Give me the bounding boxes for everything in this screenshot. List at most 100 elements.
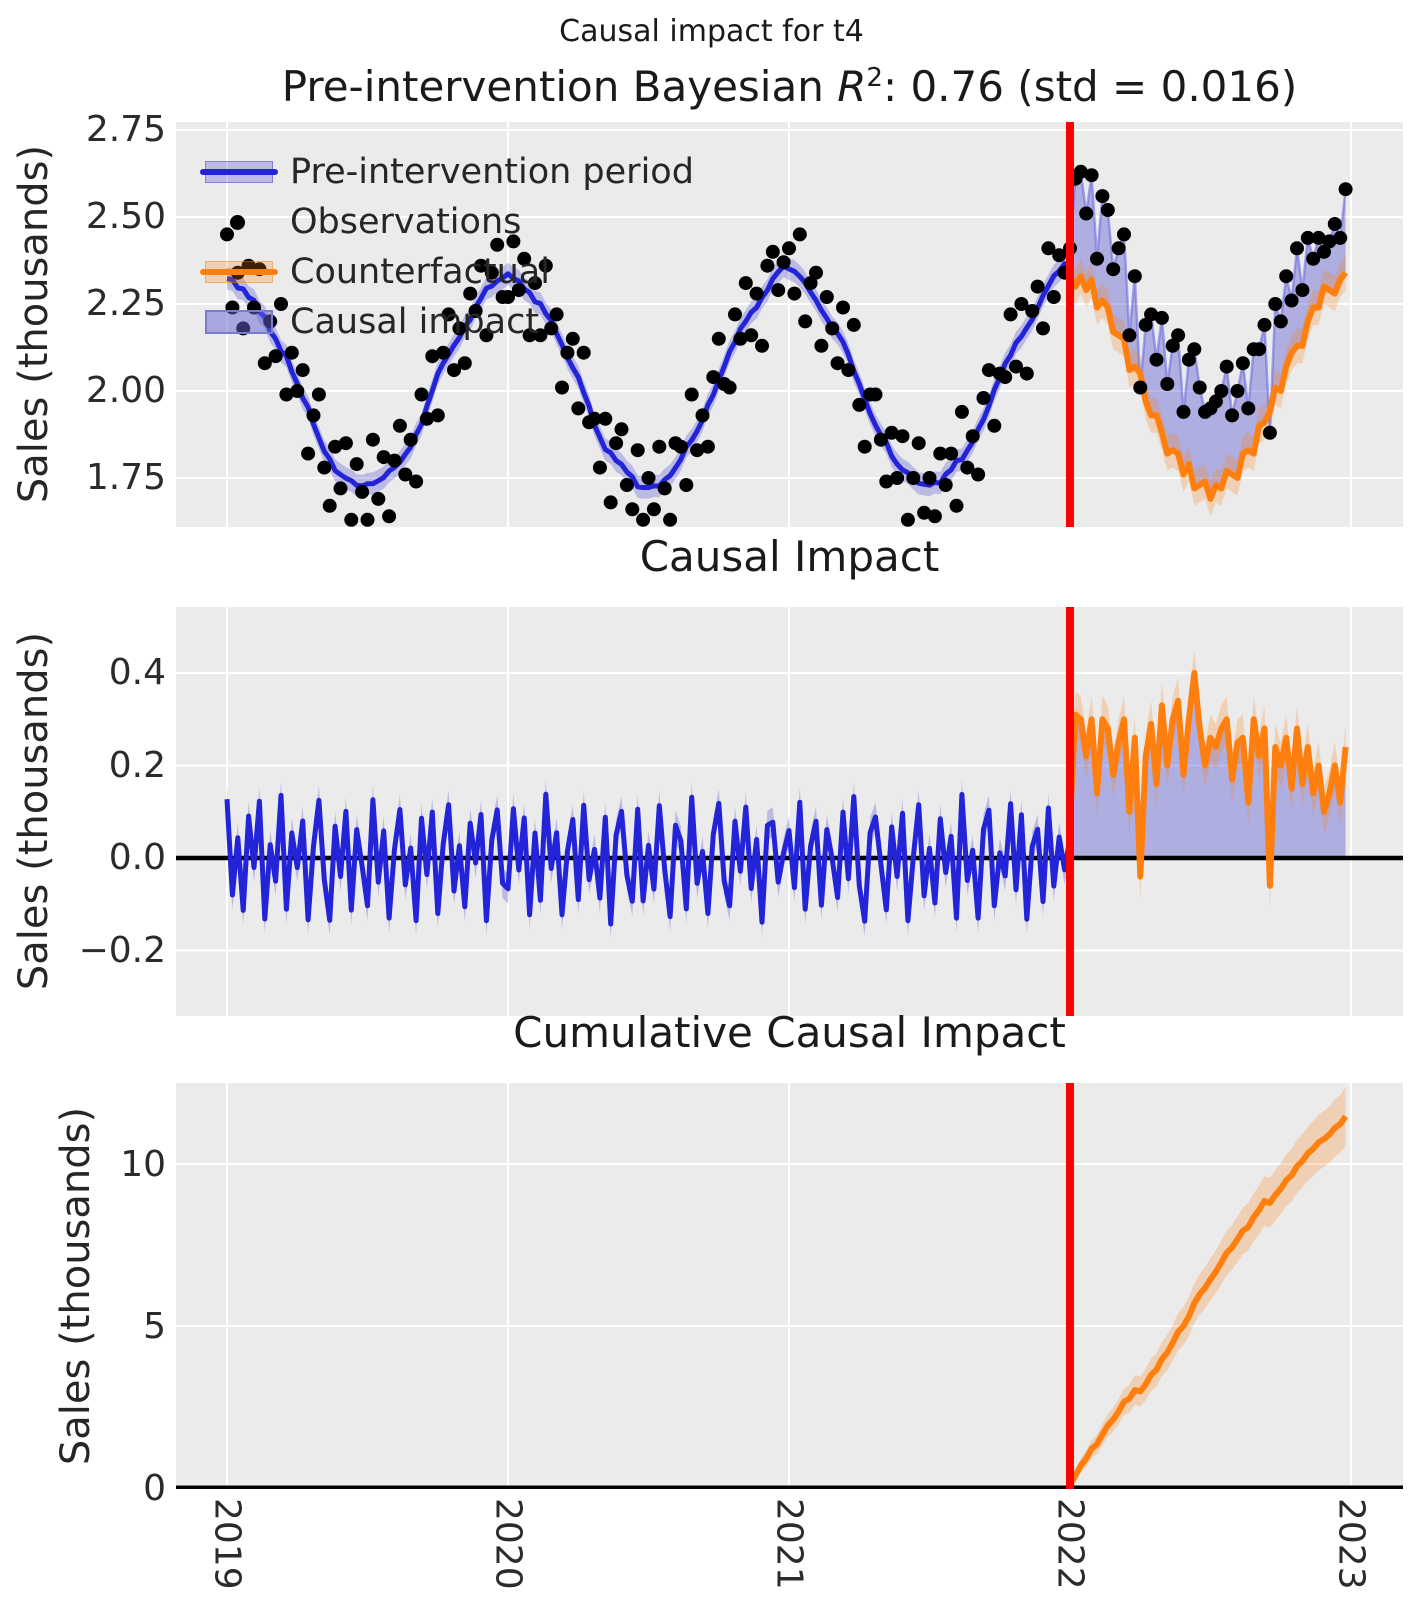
observation-dot — [663, 512, 678, 527]
observation-dot — [571, 401, 586, 416]
model-ylabel: Sales (thousands) — [11, 144, 57, 504]
observation-dot — [700, 439, 715, 454]
observation-dot — [274, 297, 288, 311]
r-squared-symbol: R — [837, 62, 867, 111]
observation-dot — [879, 474, 894, 489]
observation-dot — [728, 307, 742, 322]
ytick-0-0: 0.0 — [108, 837, 166, 878]
observation-dot — [1317, 244, 1331, 259]
observation-dot — [738, 276, 753, 291]
model-title-suffix: : 0.76 (std = 0.016) — [882, 62, 1298, 111]
observation-dot — [857, 439, 872, 454]
observation-dot — [965, 429, 980, 444]
observation-dot — [944, 446, 959, 461]
observation-dot — [765, 244, 780, 259]
observation-dot — [814, 338, 829, 353]
observation-dot — [592, 460, 607, 475]
observation-dot — [1225, 408, 1240, 423]
observation-dot — [419, 411, 434, 426]
legend-label-pre-intervention: Pre-intervention period — [290, 152, 694, 192]
observation-dot — [938, 478, 953, 492]
ytick-2-75: 2.75 — [85, 109, 166, 150]
observation-dot — [609, 436, 624, 451]
observation-dot — [382, 509, 397, 524]
observation-dot — [430, 408, 445, 423]
observation-dot — [1117, 227, 1131, 242]
observation-dot — [403, 432, 418, 447]
observation-dot — [771, 283, 786, 298]
observation-dot — [798, 314, 813, 329]
observation-dot — [981, 363, 996, 378]
observation-dot — [949, 498, 964, 513]
observation-dot — [836, 300, 850, 315]
observation-dot — [1122, 328, 1137, 343]
cumulative-panel-title: Cumulative Causal Impact — [513, 1008, 1066, 1057]
observation-dot — [809, 265, 823, 280]
ytick-2-50: 2.50 — [85, 196, 166, 237]
observation-dot — [787, 286, 802, 301]
ytick-0: 0 — [143, 1468, 166, 1509]
xtick-2019: 2019 — [206, 1498, 248, 1590]
legend-counterfactual-line-swatch — [200, 269, 278, 275]
observation-dot — [636, 512, 651, 527]
observation-dot — [782, 241, 796, 256]
observation-dot — [906, 471, 921, 485]
observation-dot — [544, 321, 559, 336]
observation-dot — [922, 471, 937, 485]
observation-dot — [792, 227, 807, 242]
observation-dot — [484, 265, 499, 280]
counterfactual-line — [1067, 270, 1348, 502]
observation-dot — [1165, 338, 1180, 353]
figure-suptitle: Causal impact for t4 — [559, 14, 864, 49]
observation-dot — [1052, 248, 1067, 263]
observation-dot — [279, 387, 294, 402]
observation-dot — [1160, 377, 1175, 391]
observation-dot — [528, 276, 542, 291]
observation-dot — [457, 356, 472, 371]
impact-pre-line — [224, 791, 1073, 927]
observation-dot — [722, 380, 737, 395]
observation-dot — [398, 467, 413, 482]
observation-dot — [1009, 359, 1023, 374]
observation-dot — [511, 283, 526, 298]
observation-dot — [976, 391, 991, 405]
observation-dot — [376, 450, 391, 465]
observation-dot — [1187, 342, 1202, 357]
observation-dot — [679, 478, 694, 492]
observation-dot — [436, 345, 451, 360]
observation-dot — [890, 471, 905, 485]
ytick-0-2: 0.2 — [108, 745, 166, 786]
observation-dot — [657, 481, 672, 496]
observation-dot — [311, 387, 326, 402]
observation-dot — [1219, 359, 1234, 374]
observation-dot — [338, 436, 353, 451]
ytick-0-4: 0.4 — [108, 652, 166, 693]
observation-dot — [344, 512, 359, 527]
observation-dot — [447, 363, 461, 378]
legend-label-observations: Observations — [290, 202, 522, 242]
observation-dot — [1003, 307, 1018, 322]
legend-label-causal-impact: Causal impact — [290, 302, 540, 342]
observation-dot — [317, 460, 332, 475]
observation-dot — [479, 328, 494, 343]
observation-dot — [1073, 164, 1088, 179]
observation-dot — [1127, 269, 1142, 284]
observation-dot — [1176, 404, 1191, 419]
cumulative-ylabel: Sales (thousands) — [53, 1106, 99, 1466]
impact-chart — [176, 607, 1403, 1016]
model-chart — [176, 122, 1403, 527]
observation-dot — [927, 509, 942, 524]
observation-dot — [360, 512, 375, 527]
observation-dot — [614, 422, 629, 437]
observation-dot — [463, 286, 478, 301]
observation-dot — [1025, 304, 1040, 318]
observation-dot — [257, 356, 272, 371]
cumulative-line — [1067, 1114, 1349, 1487]
ytick-1-75: 1.75 — [85, 457, 166, 498]
observation-dot — [641, 471, 656, 485]
xtick-2020: 2020 — [487, 1498, 529, 1590]
observation-dot — [960, 460, 975, 475]
observation-dot — [825, 321, 840, 336]
observation-dot — [306, 408, 321, 423]
observation-dot — [1300, 230, 1315, 245]
